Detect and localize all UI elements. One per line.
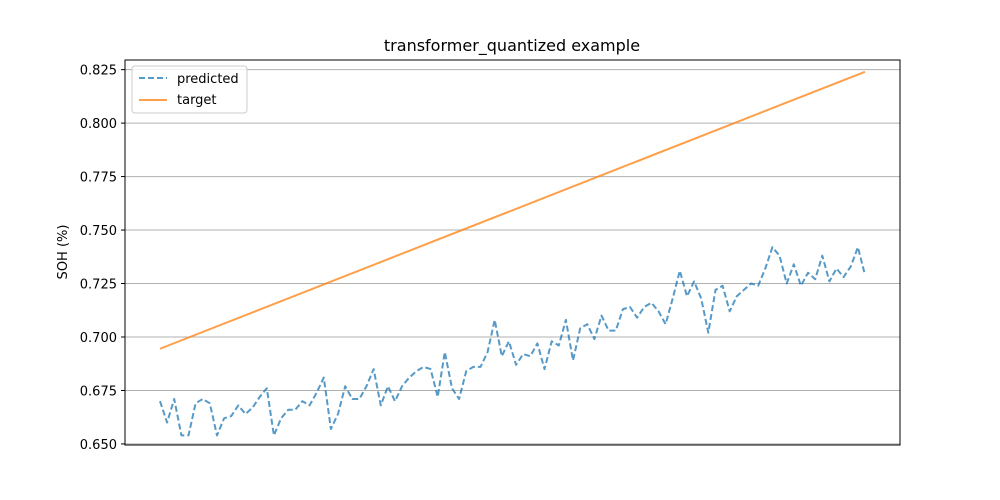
series-layer [159, 70, 866, 437]
plot-frame [124, 59, 901, 446]
legend-label-target: target [177, 93, 217, 108]
chart-title: transformer_quantized example [384, 36, 640, 56]
series-line-target [159, 70, 866, 350]
grid [125, 69, 900, 445]
y-axis-label: SOH (%) [56, 225, 71, 280]
y-tick-label: 0.800 [80, 117, 117, 132]
series-line-predicted [159, 246, 866, 437]
y-tick-label: 0.650 [80, 438, 117, 453]
y-tick-label: 0.675 [80, 384, 117, 399]
legend: predicted target [131, 65, 248, 114]
y-tick-label: 0.700 [80, 331, 117, 346]
y-tick-label: 0.825 [80, 64, 117, 79]
y-axis: 0.650 0.675 0.700 0.725 0.750 0.775 0.800 0.825 [80, 64, 125, 453]
y-tick-label: 0.750 [80, 224, 117, 239]
legend-label-predicted: predicted [177, 72, 239, 87]
y-tick-label: 0.775 [80, 171, 117, 186]
y-tick-label: 0.725 [80, 278, 117, 293]
